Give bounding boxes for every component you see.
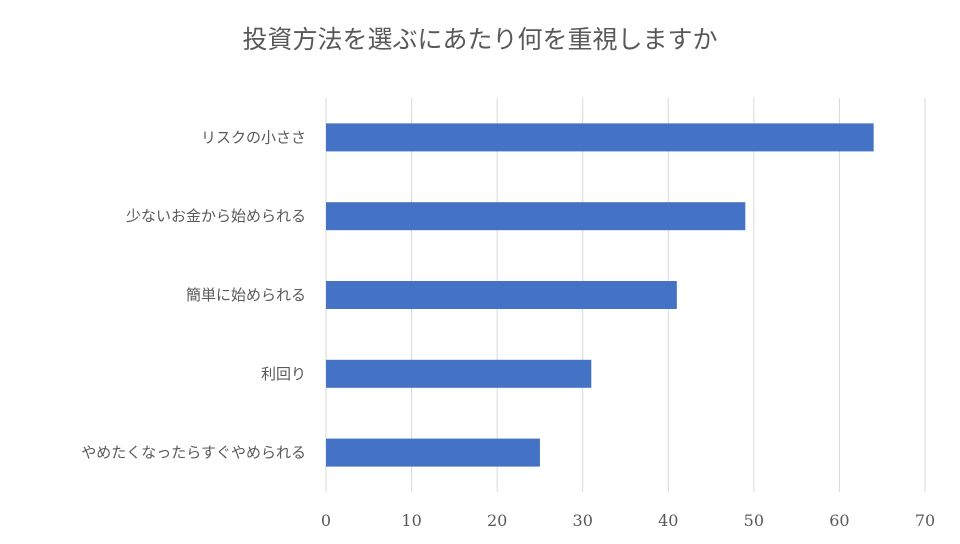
bar bbox=[326, 281, 677, 309]
bars bbox=[326, 123, 874, 467]
x-tick-label: 50 bbox=[744, 511, 764, 530]
bar bbox=[326, 202, 746, 231]
category-labels: リスクの小ささ少ないお金から始められる簡単に始められる利回りやめたくなったらすぐ… bbox=[81, 128, 306, 461]
x-tick-label: 40 bbox=[658, 511, 678, 530]
bar bbox=[326, 438, 540, 467]
category-label: やめたくなったらすぐやめられる bbox=[81, 444, 306, 462]
x-tick-label: 10 bbox=[401, 511, 421, 530]
x-tick-label: 70 bbox=[915, 511, 935, 530]
x-tick-label: 60 bbox=[829, 511, 849, 530]
chart-title: 投資方法を選ぶにあたり何を重視しますか bbox=[242, 25, 717, 54]
category-label: 利回り bbox=[261, 365, 306, 383]
x-tick-label: 30 bbox=[573, 511, 593, 530]
category-label: リスクの小ささ bbox=[201, 128, 306, 146]
x-tick-label: 0 bbox=[321, 511, 331, 530]
x-tick-labels: 0 10 20 30 40 50 60 70 bbox=[321, 511, 935, 530]
bar bbox=[326, 123, 874, 152]
category-label: 少ないお金から始められる bbox=[126, 207, 306, 225]
bar bbox=[326, 359, 592, 388]
x-tick-label: 20 bbox=[487, 511, 507, 530]
category-label: 簡単に始められる bbox=[186, 286, 306, 304]
